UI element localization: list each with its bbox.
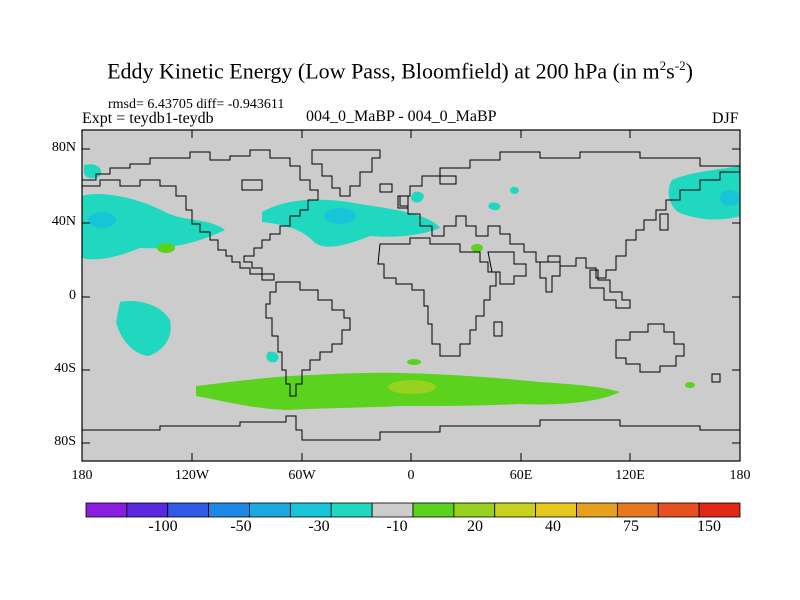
coastlines	[82, 149, 741, 441]
coast-japan	[659, 213, 669, 231]
patch-atl-small	[471, 244, 483, 252]
colorbar-swatch	[371, 502, 414, 518]
patch-arctic-west	[84, 164, 102, 179]
colorbar-label: 75	[623, 518, 639, 535]
colorbar-swatch	[453, 502, 496, 518]
patch-np-core	[88, 212, 116, 228]
negative-mid-anomalies	[88, 190, 740, 228]
lat-label-eq: 0	[69, 288, 76, 303]
coast-south-america	[265, 281, 351, 397]
coast-arabia	[487, 251, 527, 285]
coast-eurasia	[399, 151, 741, 279]
patch-asia-north	[509, 186, 519, 194]
coast-greenland	[311, 149, 381, 197]
patch-north-atlantic	[262, 199, 440, 247]
experiment-label: Expt = teydb1-teydb	[82, 110, 214, 127]
colorbar-swatch	[208, 502, 250, 518]
patch-se-pacific	[266, 351, 279, 363]
lon-label-120w: 120W	[174, 468, 210, 483]
colorbar-label: -50	[230, 518, 252, 535]
coast-baffin	[241, 179, 263, 191]
colorbar-swatch	[657, 502, 700, 518]
colorbar-swatch	[698, 502, 741, 518]
stats-text: rmsd= 6.43705 diff= -0.943611	[108, 97, 285, 112]
patch-np-west	[82, 193, 225, 260]
colorbar-swatch	[330, 502, 373, 518]
coast-australia	[615, 323, 685, 373]
coast-new-zealand	[711, 373, 721, 383]
coast-madagascar	[493, 321, 503, 337]
lon-label-60e: 60E	[509, 468, 533, 483]
colorbar-label: -100	[148, 518, 178, 535]
colorbar-swatch	[576, 502, 618, 518]
lon-label-120e: 120E	[615, 468, 645, 483]
patch-southern-ocean-core	[388, 380, 436, 394]
patch-sa-small	[407, 359, 421, 365]
axis-ticks	[82, 130, 740, 461]
season-label: DJF	[712, 110, 739, 127]
patch-io-small	[685, 382, 695, 388]
colorbar-swatch	[249, 502, 291, 518]
coast-sea-islands	[589, 269, 631, 309]
colorbar	[85, 502, 741, 518]
colorbar-swatch	[616, 502, 659, 518]
lon-label-180w: 180	[71, 468, 93, 483]
lon-label-0: 0	[407, 468, 415, 483]
coast-india	[539, 261, 561, 293]
lat-label-80n: 80N	[51, 140, 76, 155]
negative-anomalies	[82, 164, 740, 363]
coast-svalbard	[439, 175, 457, 185]
colorbar-label: 20	[467, 518, 483, 535]
patch-asia-small	[488, 202, 501, 211]
lat-label-40n: 40N	[51, 214, 76, 229]
lat-label-40s: 40S	[54, 361, 76, 376]
coast-north-america	[82, 149, 319, 281]
patch-south-pacific	[116, 300, 171, 356]
patch-atl-core	[324, 208, 356, 224]
patch-np-small	[157, 243, 175, 253]
colorbar-label: 150	[697, 518, 721, 535]
colorbar-swatch	[494, 502, 537, 518]
run-label: 004_0_MaBP - 004_0_MaBP	[306, 108, 497, 125]
colorbar-label: 40	[545, 518, 561, 535]
map-field	[82, 130, 740, 461]
coast-uk	[397, 195, 409, 209]
colorbar-swatch	[412, 502, 455, 518]
colorbar-label: -10	[386, 518, 408, 535]
coast-iceland	[379, 183, 393, 193]
patch-europe-north	[411, 191, 424, 203]
coast-africa	[377, 237, 497, 357]
coast-antarctica	[82, 415, 740, 441]
patch-pacific-east	[668, 166, 740, 220]
lon-label-180e: 180	[729, 468, 751, 483]
lon-label-60w: 60W	[288, 468, 316, 483]
lat-label-80s: 80S	[54, 434, 76, 449]
colorbar-label: -30	[308, 518, 330, 535]
patch-pac-core	[720, 190, 740, 206]
colorbar-swatch	[289, 502, 332, 518]
colorbar-swatch	[126, 502, 169, 518]
colorbar-swatch	[85, 502, 128, 518]
colorbar-swatch	[167, 502, 210, 518]
colorbar-swatch	[535, 502, 577, 518]
chart-title: Eddy Kinetic Energy (Low Pass, Bloomfiel…	[107, 58, 693, 84]
